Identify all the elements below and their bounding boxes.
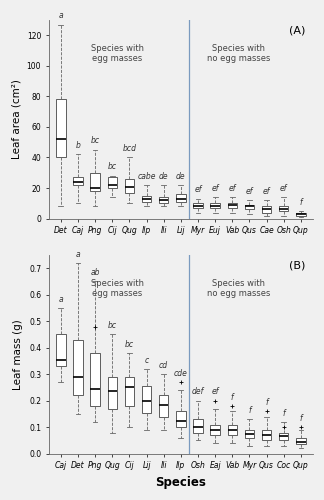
Y-axis label: Leaf area (cm²): Leaf area (cm²) (11, 80, 21, 159)
PathPatch shape (73, 178, 83, 185)
PathPatch shape (142, 386, 151, 412)
PathPatch shape (125, 179, 134, 192)
Text: ef: ef (212, 388, 219, 396)
Text: bc: bc (125, 340, 134, 348)
Text: Species with
egg masses: Species with egg masses (91, 279, 144, 298)
PathPatch shape (56, 100, 65, 158)
Text: (A): (A) (289, 26, 305, 36)
PathPatch shape (296, 438, 306, 444)
PathPatch shape (90, 173, 100, 191)
PathPatch shape (262, 430, 271, 440)
Text: ef: ef (246, 187, 253, 196)
Text: bc: bc (108, 162, 117, 172)
Text: cd: cd (159, 361, 168, 370)
PathPatch shape (279, 432, 288, 440)
Text: (B): (B) (289, 261, 305, 271)
X-axis label: Species: Species (156, 476, 206, 489)
PathPatch shape (176, 194, 186, 202)
PathPatch shape (245, 205, 254, 210)
PathPatch shape (56, 334, 65, 366)
Text: cabe: cabe (137, 172, 156, 180)
PathPatch shape (108, 377, 117, 408)
PathPatch shape (210, 424, 220, 435)
PathPatch shape (227, 424, 237, 435)
Text: de: de (176, 172, 186, 180)
Text: ef: ef (280, 184, 287, 193)
Text: Species with
no egg masses: Species with no egg masses (207, 44, 271, 63)
Y-axis label: Leaf mass (g): Leaf mass (g) (14, 319, 23, 390)
Text: f: f (248, 406, 251, 415)
Text: a: a (59, 294, 63, 304)
Text: Species with
egg masses: Species with egg masses (91, 44, 144, 63)
PathPatch shape (245, 430, 254, 438)
Text: f: f (283, 408, 285, 418)
PathPatch shape (296, 212, 306, 216)
Text: f: f (300, 198, 302, 206)
Text: de: de (159, 172, 168, 180)
PathPatch shape (262, 206, 271, 212)
Text: bcd: bcd (122, 144, 136, 153)
Text: f: f (300, 414, 302, 423)
Text: b: b (75, 141, 80, 150)
PathPatch shape (193, 204, 203, 208)
Text: ab: ab (90, 268, 100, 277)
Text: ef: ef (194, 186, 202, 194)
Text: cde: cde (174, 369, 188, 378)
PathPatch shape (159, 396, 168, 416)
Text: bc: bc (108, 321, 117, 330)
Text: ef: ef (263, 187, 270, 196)
PathPatch shape (279, 206, 288, 211)
Text: c: c (145, 356, 149, 364)
PathPatch shape (227, 204, 237, 208)
Text: a: a (59, 11, 63, 20)
PathPatch shape (108, 178, 117, 188)
Text: Species with
no egg masses: Species with no egg masses (207, 279, 271, 298)
Text: f: f (231, 392, 234, 402)
PathPatch shape (159, 197, 168, 203)
PathPatch shape (90, 353, 100, 406)
PathPatch shape (125, 377, 134, 406)
PathPatch shape (73, 340, 83, 396)
PathPatch shape (210, 204, 220, 208)
Text: a: a (75, 250, 80, 258)
PathPatch shape (142, 196, 151, 202)
PathPatch shape (193, 420, 203, 432)
Text: ef: ef (229, 184, 236, 193)
Text: bc: bc (90, 136, 100, 145)
Text: def: def (192, 388, 204, 396)
PathPatch shape (176, 412, 186, 427)
Text: f: f (265, 398, 268, 407)
Text: ef: ef (212, 184, 219, 193)
